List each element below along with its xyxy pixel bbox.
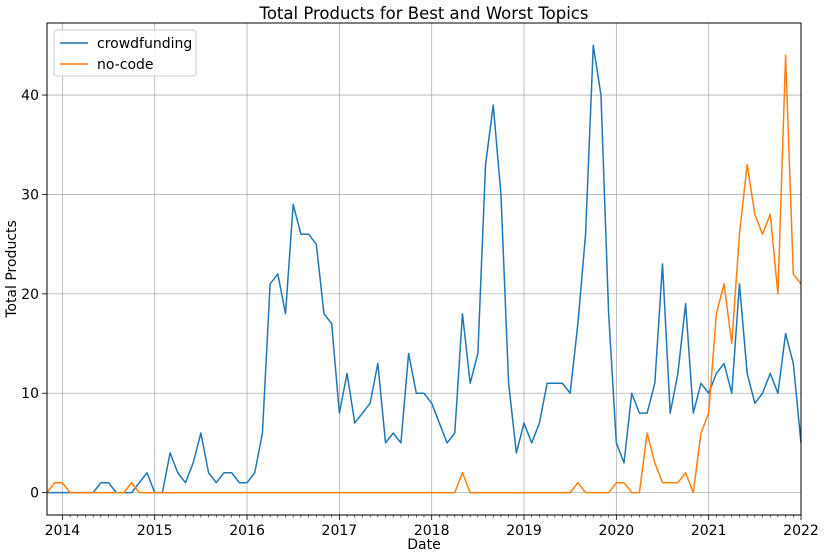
- x-tick-label: 2016: [229, 523, 265, 539]
- x-tick-label: 2020: [599, 523, 635, 539]
- series-line-no-code: [46, 54, 802, 494]
- chart-title: Total Products for Best and Worst Topics: [259, 4, 589, 23]
- plot-area-frame: [46, 22, 802, 516]
- y-tick-label: 40: [21, 88, 39, 104]
- x-tick-label: 2019: [506, 523, 542, 539]
- y-axis-ticks: 0 10 20 30 40: [21, 88, 47, 502]
- series-line-crowdfunding: [47, 44, 802, 494]
- series-lines: [46, 44, 802, 494]
- y-tick-label: 10: [21, 386, 39, 402]
- legend-label: crowdfunding: [97, 36, 192, 52]
- legend-label: no-code: [97, 57, 154, 73]
- y-tick-label: 20: [21, 287, 39, 303]
- grid-lines: [47, 23, 802, 515]
- legend-box: [53, 29, 197, 77]
- x-axis-label: Date: [407, 537, 440, 553]
- x-tick-label: 2017: [322, 523, 358, 539]
- legend: crowdfunding no-code: [53, 29, 197, 77]
- x-tick-label: 2022: [783, 523, 819, 539]
- x-axis-ticks: 2014 2015 2016 2017 2018 2019 2020 2021 2022: [45, 515, 819, 539]
- y-tick-label: 30: [21, 187, 39, 203]
- y-axis-label: Total Products: [4, 220, 20, 319]
- x-tick-label: 2015: [137, 523, 173, 539]
- x-tick-label: 2018: [414, 523, 450, 539]
- y-tick-label: 0: [30, 486, 39, 502]
- x-tick-label: 2021: [691, 523, 727, 539]
- x-tick-label: 2014: [45, 523, 81, 539]
